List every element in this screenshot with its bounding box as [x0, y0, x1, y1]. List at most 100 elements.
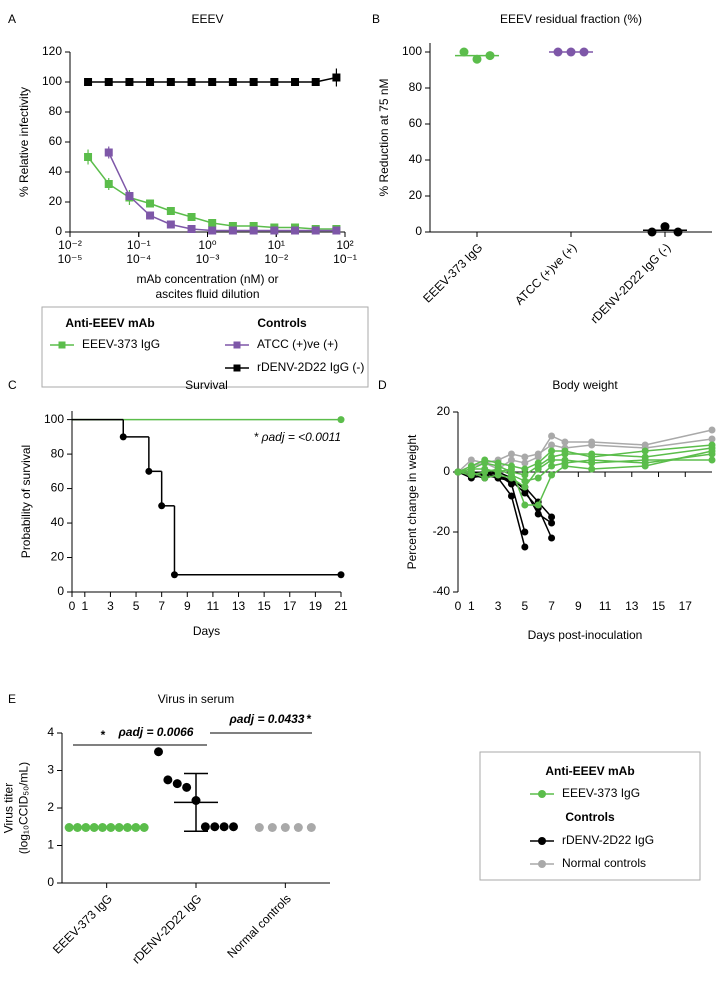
y-axis-label: Probability of survival [19, 445, 33, 558]
data-point [270, 226, 279, 235]
chart-title: EEEV residual fraction (%) [500, 12, 642, 26]
data-point [106, 823, 116, 832]
data-point [166, 207, 175, 215]
data-point [521, 459, 529, 467]
data-point [114, 823, 124, 832]
data-point [507, 450, 515, 458]
data-point [219, 822, 229, 832]
legend-box [41, 306, 369, 388]
y-tick-label: -20 [433, 524, 451, 538]
data-point [332, 226, 341, 235]
x-tick-label: 10⁻² [58, 238, 82, 252]
data-point [311, 78, 320, 86]
y-tick-label: 3 [47, 763, 54, 777]
data-point [73, 823, 82, 832]
legend-box [479, 751, 701, 881]
y-axis-label: % Relative infectivity [17, 87, 31, 197]
y-tick-label: 0 [415, 224, 422, 238]
data-point [228, 222, 237, 230]
data-point [521, 477, 529, 485]
data-point [267, 823, 277, 832]
y-tick-label: 20 [409, 188, 423, 202]
data-point [708, 426, 716, 434]
y-tick-label: 100 [44, 412, 64, 426]
y-tick-label: -40 [433, 584, 451, 598]
data-point [187, 225, 196, 233]
y-tick-label: 120 [42, 44, 62, 58]
data-point [521, 501, 529, 509]
data-point [534, 501, 542, 509]
y-axis-label: % Reduction at 75 nM [377, 78, 391, 196]
data-point [660, 222, 670, 232]
legend-heading: Controls [257, 316, 307, 330]
data-point [561, 456, 569, 464]
y-tick-label: 40 [49, 164, 63, 178]
y-tick-label: 60 [49, 134, 63, 148]
panel-label: D [378, 378, 387, 392]
data-point [521, 453, 529, 461]
data-point [64, 823, 74, 832]
data-point [270, 78, 279, 86]
data-point [158, 502, 166, 510]
y-tick-label: 40 [409, 152, 423, 166]
data-point [337, 416, 345, 424]
chart-title: Body weight [552, 378, 618, 392]
data-point [673, 227, 683, 237]
x-tick-label: 1 [468, 599, 475, 613]
data-point [534, 459, 542, 467]
x2-tick-label: 10⁻³ [196, 252, 220, 266]
data-point [641, 462, 649, 470]
x-tick-label: 17 [283, 599, 297, 613]
panel-label: B [372, 12, 380, 26]
y-tick-label: 40 [51, 515, 65, 529]
data-point [467, 456, 475, 464]
data-point [104, 180, 113, 188]
data-point [494, 468, 502, 476]
data-point [507, 456, 515, 464]
y-tick-label: 4 [47, 725, 54, 739]
data-point [588, 441, 596, 449]
data-point [588, 465, 596, 473]
data-point [172, 779, 182, 789]
data-point [125, 78, 134, 86]
legend-marker [538, 860, 546, 868]
data-point [337, 571, 345, 579]
data-point [507, 474, 515, 482]
x-tick-label: 10¹ [268, 238, 285, 252]
data-point [187, 213, 196, 221]
y-axis-label: Percent change in weight [405, 434, 419, 569]
y-tick-label: 1 [47, 838, 54, 852]
y-axis-label: Virus titer [2, 783, 16, 833]
data-point [459, 47, 469, 57]
data-point [81, 823, 91, 832]
y-tick-label: 80 [49, 104, 63, 118]
data-point [306, 823, 316, 832]
legend-marker [233, 341, 241, 349]
data-point [534, 510, 542, 518]
y-tick-label: 20 [51, 550, 65, 564]
data-point [228, 78, 237, 86]
annotation: * ρadj = <0.0011 [254, 430, 341, 444]
legend-heading: Controls [565, 810, 615, 824]
annotation: * [101, 728, 106, 742]
x-axis-label: Days [193, 624, 220, 638]
x-tick-label: 5 [133, 599, 140, 613]
data-point [123, 823, 132, 832]
data-point [131, 823, 141, 832]
data-point [125, 192, 134, 200]
data-point [228, 226, 237, 235]
x2-tick-label: 10⁻⁴ [126, 252, 151, 266]
data-point [534, 474, 542, 482]
data-point [293, 823, 303, 832]
y-tick-label: 0 [47, 875, 54, 889]
x-tick-label: 7 [548, 599, 555, 613]
y-tick-label: 0 [443, 464, 450, 478]
data-point [332, 73, 341, 82]
data-point [588, 453, 596, 461]
data-point [534, 450, 542, 458]
data-point [481, 465, 489, 473]
x-tick-label: 11 [599, 599, 612, 613]
y-tick-label: 20 [437, 404, 451, 418]
data-point [104, 78, 113, 86]
